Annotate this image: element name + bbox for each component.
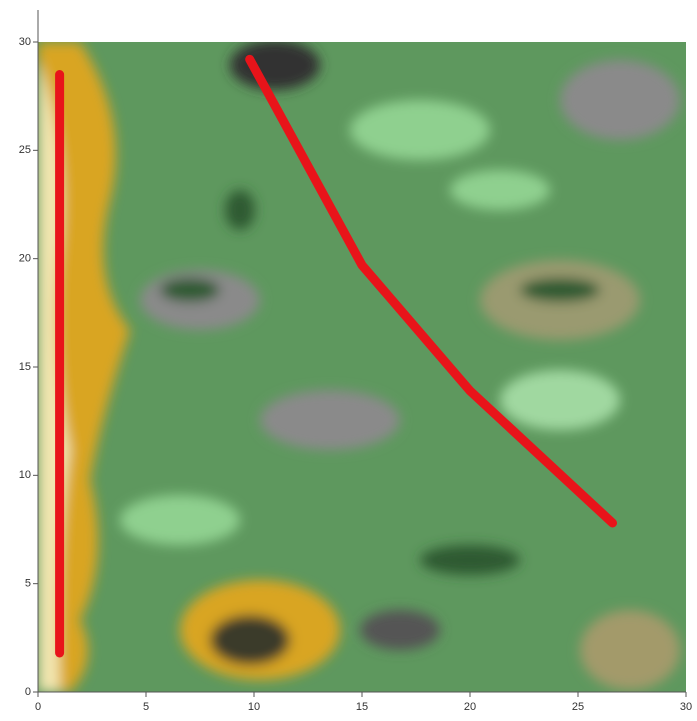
x-tick-label: 0 bbox=[35, 701, 41, 713]
y-tick-label: 20 bbox=[19, 253, 31, 265]
x-tick-label: 20 bbox=[464, 701, 476, 713]
x-tick-label: 10 bbox=[248, 701, 260, 713]
y-tick-label: 10 bbox=[19, 469, 31, 481]
x-tick-label: 25 bbox=[572, 701, 584, 713]
y-tick-label: 25 bbox=[19, 144, 31, 156]
x-tick-label: 5 bbox=[143, 701, 149, 713]
y-tick-label: 30 bbox=[19, 36, 31, 48]
y-tick-label: 0 bbox=[25, 686, 31, 698]
terrain bbox=[38, 42, 686, 692]
x-tick-label: 15 bbox=[356, 701, 368, 713]
x-tick-label: 30 bbox=[680, 701, 692, 713]
red-line bbox=[245, 54, 618, 528]
y-tick-label: 15 bbox=[19, 361, 31, 373]
y-tick-label: 5 bbox=[25, 578, 31, 590]
